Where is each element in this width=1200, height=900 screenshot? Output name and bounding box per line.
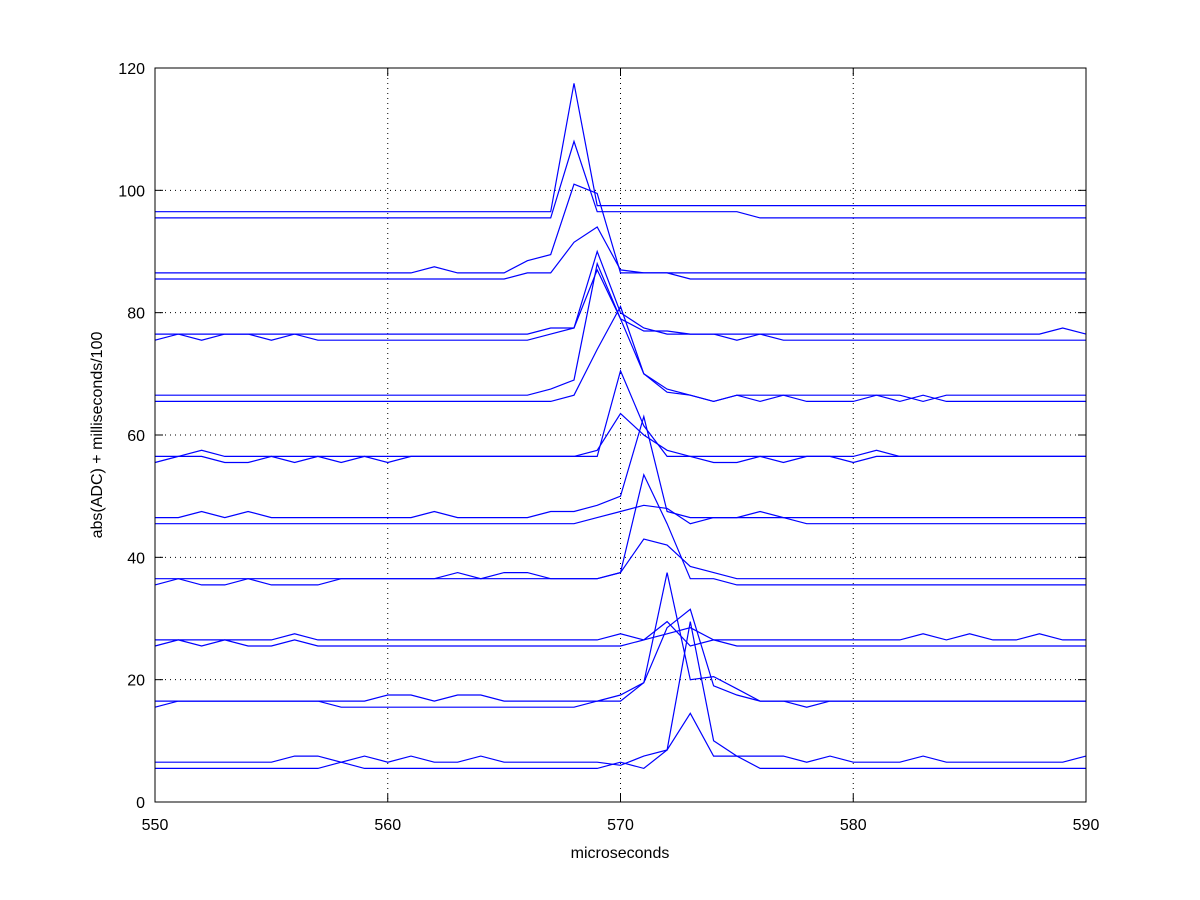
- y-tick-label: 60: [127, 428, 145, 445]
- series-line-6: [155, 627, 1086, 641]
- y-tick-label: 80: [127, 306, 145, 323]
- y-tick-label: 20: [127, 673, 145, 690]
- series-line-20: [155, 83, 1086, 213]
- series-line-17: [155, 226, 1086, 280]
- y-tick-label: 120: [118, 61, 145, 78]
- series-line-13: [155, 305, 1086, 403]
- series-line-18: [155, 183, 1086, 274]
- y-axis-label: abs(ADC) + milliseconds/100: [89, 332, 106, 539]
- x-tick-label: 590: [1073, 817, 1100, 834]
- grid-lines: [155, 68, 1086, 802]
- axis-ticks: 550 560 570 580 590 0 20 40 60 80 100 120: [118, 61, 1099, 834]
- series-line-16: [155, 268, 1087, 335]
- series-line-5: [154, 620, 1086, 647]
- x-tick-label: 580: [840, 817, 867, 834]
- y-tick-label: 100: [118, 183, 145, 200]
- series-line-1: [155, 712, 1086, 770]
- x-axis-label: microseconds: [571, 845, 670, 862]
- y-tick-label: 40: [127, 550, 145, 567]
- series-line-8: [155, 473, 1086, 586]
- x-tick-label: 560: [374, 817, 401, 834]
- series-line-10: [155, 414, 1086, 519]
- series-line-19: [155, 139, 1086, 219]
- series-line-15: [154, 249, 1086, 341]
- x-tick-label: 550: [142, 817, 169, 834]
- series-line-12: [155, 368, 1086, 464]
- x-tick-label: 570: [607, 817, 634, 834]
- series-line-2: [155, 621, 1087, 766]
- series-lines: [154, 83, 1087, 770]
- y-tick-label: 0: [136, 795, 145, 812]
- series-line-9: [155, 504, 1086, 525]
- series-line-4: [155, 608, 1086, 708]
